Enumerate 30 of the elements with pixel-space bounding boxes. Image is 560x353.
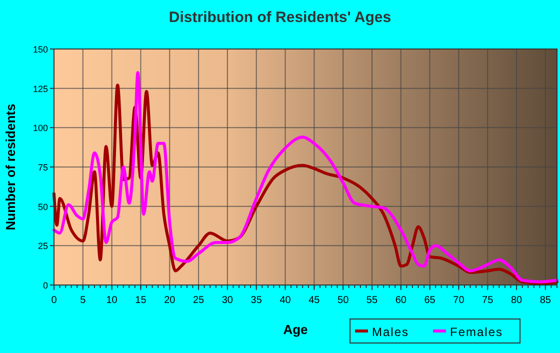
x-tick-label: 35 (250, 295, 262, 306)
x-tick-label: 5 (80, 295, 86, 306)
y-axis-title: Number of residents (3, 104, 18, 230)
legend-label: Males (372, 325, 410, 339)
x-tick-label: 80 (510, 295, 523, 306)
x-tick-label: 75 (482, 295, 494, 306)
x-tick-label: 70 (453, 295, 465, 306)
x-tick-label: 50 (338, 295, 350, 306)
x-tick-label: 85 (540, 295, 552, 306)
x-tick-label: 55 (366, 295, 378, 306)
x-tick-label: 65 (424, 295, 436, 306)
y-tick-label: 50 (38, 202, 48, 212)
y-tick-label: 100 (32, 123, 48, 134)
x-tick-label: 30 (222, 295, 234, 306)
x-tick-label: 15 (135, 295, 147, 306)
x-tick-label: 45 (308, 295, 320, 306)
x-tick-label: 40 (280, 295, 292, 306)
x-axis-title: Age (283, 322, 308, 337)
x-tick-label: 25 (192, 295, 205, 306)
y-tick-label: 0 (42, 280, 48, 290)
x-tick-label: 20 (164, 295, 176, 306)
x-tick-label: 60 (395, 295, 407, 306)
chart-title: Distribution of Residents' Ages (168, 9, 392, 26)
y-tick-label: 75 (38, 162, 48, 172)
legend-label: Females (450, 325, 504, 339)
y-tick-label: 125 (32, 84, 48, 94)
x-tick-label: 10 (106, 295, 118, 306)
x-tick-label: 0 (51, 295, 58, 306)
y-tick-label: 150 (32, 44, 48, 54)
y-tick-label: 25 (38, 241, 48, 252)
